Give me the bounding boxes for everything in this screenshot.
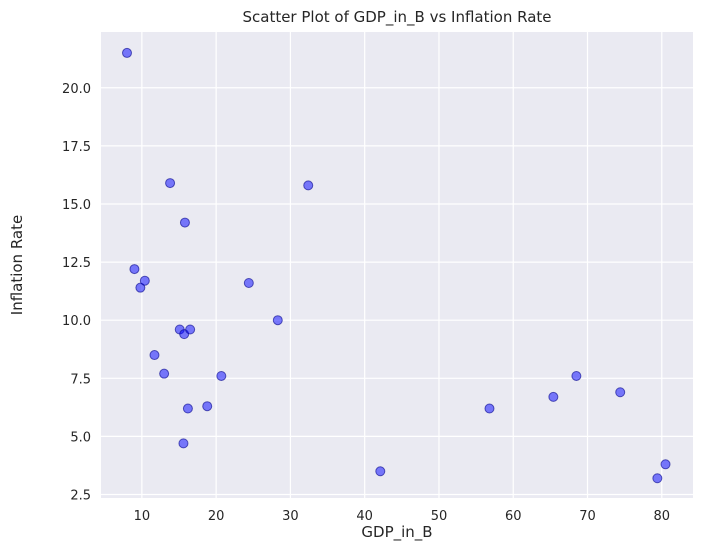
y-tick-label: 2.5 <box>70 489 91 504</box>
data-point <box>272 315 283 326</box>
data-point <box>179 217 190 228</box>
data-point <box>615 387 626 398</box>
x-tick-label: 30 <box>282 509 299 524</box>
data-point <box>139 275 150 286</box>
data-point <box>243 278 254 289</box>
data-point <box>159 368 170 379</box>
data-point <box>216 370 227 381</box>
x-tick-label: 80 <box>654 509 671 524</box>
x-tick-label: 10 <box>134 509 151 524</box>
data-point <box>185 324 196 335</box>
y-axis-label: Inflation Rate <box>8 215 26 315</box>
y-tick-label: 7.5 <box>70 372 91 387</box>
data-point <box>548 391 559 402</box>
data-point <box>182 403 193 414</box>
data-point <box>652 473 663 484</box>
chart-title: Scatter Plot of GDP_in_B vs Inflation Ra… <box>242 8 551 27</box>
data-point <box>165 178 176 189</box>
data-point <box>121 47 132 58</box>
plot-area <box>101 32 693 498</box>
x-tick-label: 50 <box>431 509 448 524</box>
data-point <box>149 350 160 361</box>
y-tick-label: 15.0 <box>62 198 91 213</box>
data-point <box>484 403 495 414</box>
data-point <box>571 370 582 381</box>
data-point <box>375 466 386 477</box>
y-tick-label: 10.0 <box>62 314 91 329</box>
data-point <box>303 180 314 191</box>
x-tick-label: 60 <box>505 509 522 524</box>
x-axis-label: GDP_in_B <box>361 523 432 542</box>
x-gridlines <box>141 32 663 498</box>
y-tick-label: 12.5 <box>62 256 91 271</box>
x-tick-label: 40 <box>356 509 373 524</box>
data-points <box>121 47 671 484</box>
y-tick-labels: 2.5 5.0 7.5 10.0 12.5 15.0 17.5 20.0 <box>62 82 91 504</box>
y-gridlines <box>101 87 693 496</box>
x-tick-label: 20 <box>208 509 225 524</box>
y-tick-label: 5.0 <box>70 430 91 445</box>
y-tick-label: 20.0 <box>62 82 91 97</box>
data-point <box>178 438 189 449</box>
x-tick-labels: 10 20 30 40 50 60 70 80 <box>134 509 670 524</box>
data-point <box>660 459 671 470</box>
data-point <box>135 282 146 293</box>
x-tick-label: 70 <box>579 509 596 524</box>
data-point <box>129 264 140 275</box>
data-point <box>202 401 213 412</box>
y-tick-label: 17.5 <box>62 140 91 155</box>
